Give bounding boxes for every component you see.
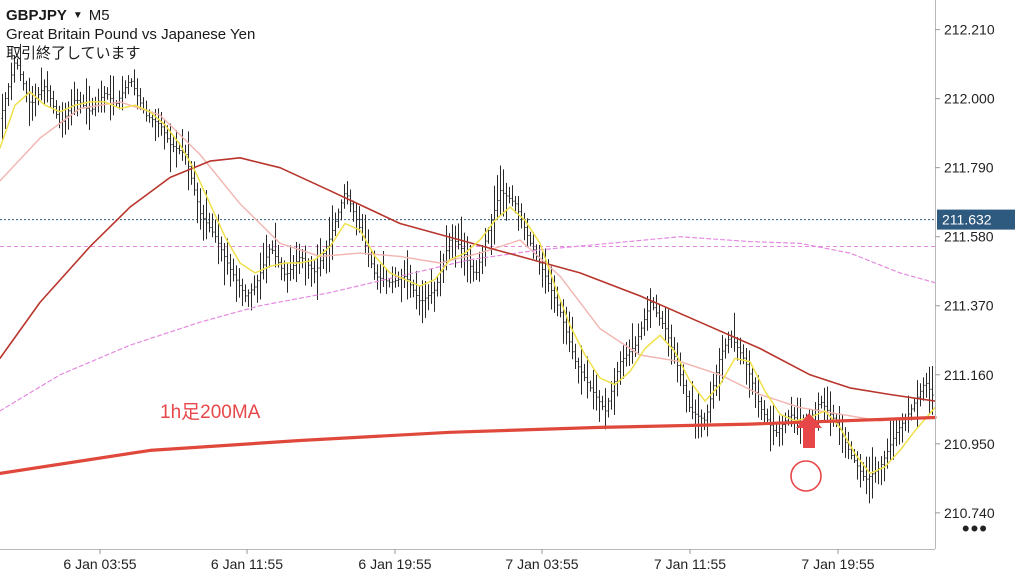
x-tick-label: 6 Jan 19:55 — [358, 556, 431, 572]
ma-slow-line — [0, 157, 936, 402]
y-tick-label: 211.790 — [944, 160, 994, 176]
market-status: 取引終了しています — [6, 45, 141, 62]
more-options-icon[interactable]: ••• — [961, 516, 988, 541]
symbol-description: Great Britain Pound vs Japanese Yen — [6, 26, 256, 43]
circle-marker-icon — [790, 460, 822, 492]
x-tick-label: 7 Jan 11:55 — [654, 556, 726, 572]
y-tick-label: 210.740 — [944, 505, 995, 521]
y-tick-label: 210.950 — [944, 436, 995, 452]
y-tick-label: 212.000 — [944, 91, 995, 107]
x-axis[interactable]: 6 Jan 03:55 6 Jan 11:55 6 Jan 19:55 7 Jan 0… — [63, 549, 875, 572]
current-price-badge — [937, 209, 1015, 230]
x-tick-label: 7 Jan 03:55 — [505, 556, 578, 572]
y-tick-label: 211.160 — [944, 367, 994, 383]
current-price-label: 211.632 — [942, 212, 992, 228]
y-tick-label: 211.580 — [944, 229, 994, 245]
annotation-layer: 1h足200MA — [160, 402, 822, 492]
symbol-label[interactable]: GBPJPY — [6, 7, 67, 24]
ma-annotation-label: 1h足200MA — [160, 402, 261, 423]
y-tick-label: 212.210 — [944, 22, 995, 38]
chart-header: GBPJPY ▼ M5 Great Britain Pound vs Japan… — [6, 6, 255, 63]
price-bars — [1, 43, 934, 504]
x-tick-label: 6 Jan 03:55 — [63, 556, 136, 572]
y-axis[interactable]: 212.210 212.000 211.790 211.580 211.370 211.1… — [935, 22, 1015, 521]
x-tick-label: 7 Jan 19:55 — [801, 556, 874, 572]
x-tick-label: 6 Jan 11:55 — [211, 556, 283, 572]
up-arrow-icon — [796, 413, 822, 448]
y-tick-label: 211.370 — [944, 298, 994, 314]
moving-averages — [0, 91, 937, 475]
ma-medium-line — [0, 101, 936, 422]
ma-fast-line — [0, 91, 936, 475]
ma-1h-200-line — [0, 415, 937, 475]
symbol-dropdown-icon[interactable]: ▼ — [72, 10, 83, 21]
timeframe-label[interactable]: M5 — [88, 7, 110, 24]
ma-pink-dashed-line — [0, 236, 936, 412]
